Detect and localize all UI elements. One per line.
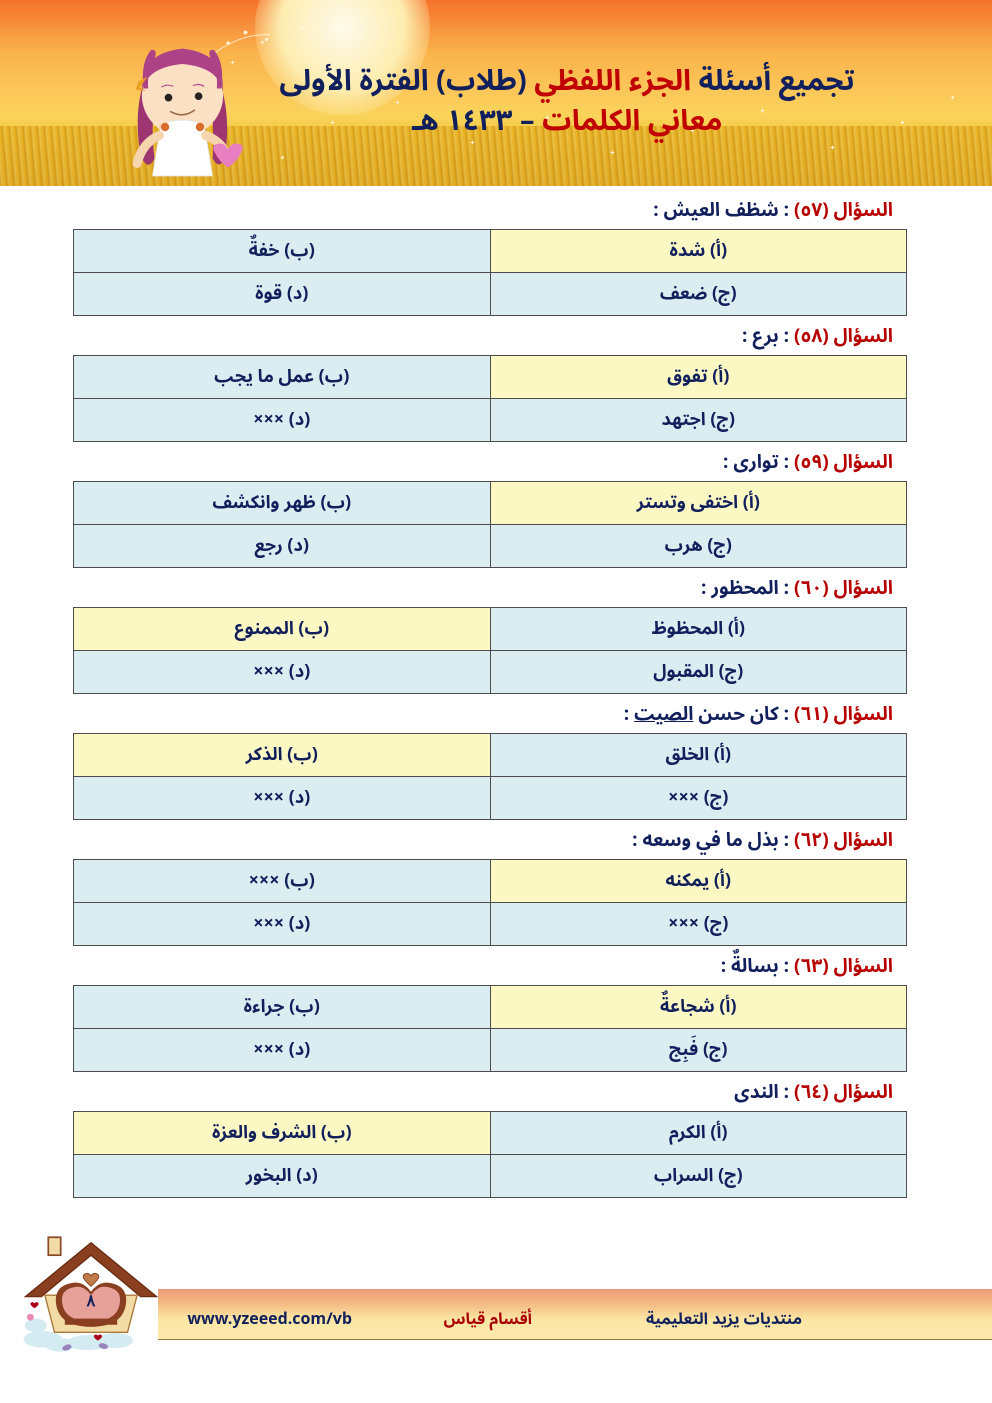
- svg-text:٨: ٨: [86, 1291, 97, 1310]
